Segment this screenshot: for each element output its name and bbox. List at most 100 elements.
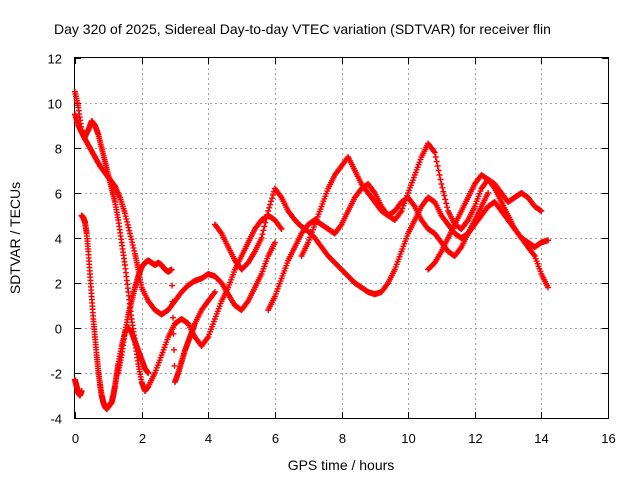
data-point [271,239,278,246]
data-point [122,213,129,220]
y-tick-label: 10 [48,97,62,112]
data-point [440,188,447,195]
data-point [260,227,267,234]
data-point [170,346,177,353]
data-series [72,88,552,412]
data-point [384,281,391,288]
y-tick-label: 0 [55,322,62,337]
data-point [433,158,440,165]
data-point [444,204,451,211]
data-point [545,237,552,244]
y-tick-label: 12 [48,52,62,67]
series-satellite-track-4 [72,376,85,399]
data-point [130,244,137,251]
data-point [145,370,152,376]
data-point [441,192,448,199]
data-point [431,149,438,156]
series-satellite-track-5 [115,257,218,385]
y-tick-label: 4 [55,232,62,247]
axis-ticks [75,58,609,419]
data-point [262,219,269,226]
data-point [128,236,135,243]
data-point [170,330,177,337]
data-point [438,181,445,187]
data-point [169,298,176,305]
data-point [261,223,268,230]
data-point [435,167,442,174]
x-tick-label: 16 [601,431,615,446]
data-point [277,224,284,231]
data-point [258,235,265,241]
y-tick-label: -4 [50,412,62,427]
data-point [123,216,130,223]
data-point [210,290,217,297]
series-satellite-track-2 [72,88,285,394]
data-point [131,247,138,254]
data-point [464,218,471,225]
data-point [269,195,276,202]
x-tick-label: 14 [534,431,548,446]
data-point [129,242,136,249]
data-point [277,193,284,200]
data-point [439,184,446,191]
data-point [263,215,270,222]
x-tick-label: 4 [205,431,212,446]
x-tick-label: 12 [468,431,482,446]
data-point [436,172,443,178]
data-point [211,289,218,295]
x-tick-labels: 0 2 4 6 8 10 12 14 16 [72,431,616,446]
data-point [485,190,492,196]
x-tick-label: 0 [72,431,79,446]
x-tick-label: 8 [339,431,346,446]
data-point [170,314,177,321]
data-point [443,200,450,207]
y-tick-label: 6 [55,187,62,202]
data-point [432,154,439,160]
data-point [457,245,464,252]
data-point [124,221,131,228]
data-point [490,184,497,191]
chart-title: Day 320 of 2025, Sidereal Day-to-day VTE… [54,21,551,37]
data-point [397,209,404,216]
data-point [430,148,437,155]
data-point [127,233,134,240]
x-tick-label: 6 [272,431,279,446]
data-point [266,204,273,211]
data-point [410,202,417,209]
data-point [370,188,377,195]
data-point [126,227,133,234]
data-point [437,176,444,183]
data-point [259,231,266,238]
series-satellite-track-7 [265,140,545,313]
data-point [530,251,537,258]
plot-frame [74,57,609,419]
data-point [169,282,176,289]
data-point [129,239,136,246]
data-point [337,222,344,229]
y-axis-label: SDTVAR / TECUs [7,182,23,294]
data-point [267,201,274,208]
series-satellite-track-9 [425,172,552,291]
data-point [126,230,133,237]
data-point [545,284,552,291]
data-point [268,198,275,205]
data-point [278,226,285,232]
series-satellite-track-1 [72,111,278,318]
data-point [78,388,85,394]
data-point [442,196,449,203]
data-point [434,163,441,169]
data-point [121,210,128,217]
x-tick-label: 10 [401,431,415,446]
series-satellite-track-8 [298,154,492,259]
y-tick-label: 2 [55,277,62,292]
data-point [125,224,132,231]
data-point [217,229,224,236]
y-tick-label: -2 [50,367,62,382]
data-point [124,218,131,225]
x-tick-label: 2 [139,431,146,446]
data-point [168,266,175,273]
data-point [538,208,545,214]
data-point [269,191,276,198]
data-point [244,299,251,306]
